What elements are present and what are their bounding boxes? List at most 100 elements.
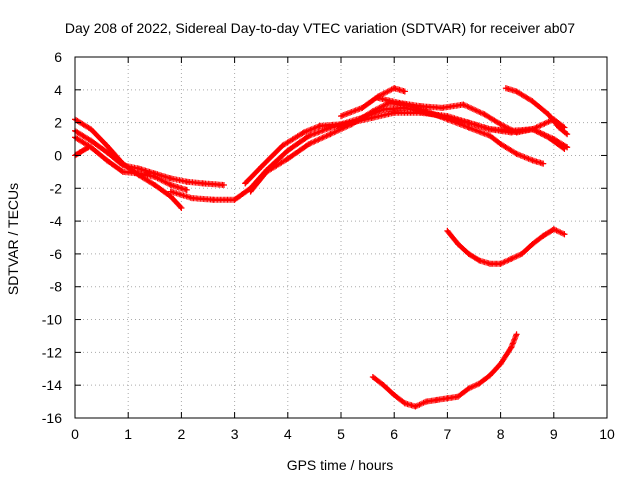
data-point bbox=[513, 129, 520, 136]
data-point bbox=[529, 157, 536, 164]
data-point bbox=[540, 160, 547, 167]
data-point bbox=[348, 121, 355, 128]
data-point bbox=[151, 181, 158, 188]
x-axis-label: GPS time / hours bbox=[287, 457, 394, 473]
data-point bbox=[465, 250, 472, 257]
data-point bbox=[476, 380, 483, 387]
data-point bbox=[497, 260, 504, 267]
data-point bbox=[540, 232, 547, 239]
data-point bbox=[178, 204, 185, 211]
data-point bbox=[476, 257, 483, 264]
data-point bbox=[183, 178, 190, 185]
series-track-11 bbox=[444, 226, 568, 267]
data-point bbox=[103, 149, 110, 156]
data-point bbox=[561, 145, 568, 152]
data-point bbox=[151, 173, 158, 180]
data-point bbox=[455, 241, 462, 248]
x-tick-label: 2 bbox=[178, 426, 186, 442]
x-tick-label: 7 bbox=[444, 426, 452, 442]
data-point bbox=[502, 85, 509, 92]
data-point bbox=[561, 231, 568, 238]
data-point bbox=[300, 129, 307, 136]
y-tick-label: -12 bbox=[42, 344, 62, 360]
data-point bbox=[497, 140, 504, 147]
data-point bbox=[103, 142, 110, 149]
data-point bbox=[465, 124, 472, 131]
y-tick-label: -16 bbox=[42, 410, 62, 426]
data-point bbox=[412, 403, 419, 410]
data-point bbox=[481, 111, 488, 118]
data-point bbox=[529, 98, 536, 105]
data-point bbox=[258, 163, 265, 170]
data-point bbox=[369, 373, 376, 380]
x-tick-label: 3 bbox=[231, 426, 239, 442]
y-axis-label: SDTVAR / TECUs bbox=[5, 183, 21, 295]
data-point bbox=[508, 344, 515, 351]
data-point bbox=[423, 398, 430, 405]
grid-lines bbox=[75, 57, 607, 418]
data-point bbox=[391, 85, 398, 92]
data-point bbox=[486, 132, 493, 139]
data-point bbox=[220, 181, 227, 188]
y-tick-label: -6 bbox=[50, 246, 63, 262]
data-point bbox=[508, 255, 515, 262]
x-tick-label: 0 bbox=[71, 426, 79, 442]
data-point bbox=[263, 168, 270, 175]
data-point bbox=[135, 170, 142, 177]
data-point bbox=[513, 88, 520, 95]
data-point bbox=[284, 147, 291, 154]
y-tick-label: 6 bbox=[54, 49, 62, 65]
data-point bbox=[556, 124, 563, 131]
data-point bbox=[417, 103, 424, 110]
data-point bbox=[401, 88, 408, 95]
data-point bbox=[497, 121, 504, 128]
chart-title: Day 208 of 2022, Sidereal Day-to-day VTE… bbox=[65, 20, 575, 36]
data-point bbox=[306, 132, 313, 139]
data-point bbox=[529, 126, 536, 133]
data-point bbox=[316, 122, 323, 129]
data-point bbox=[391, 392, 398, 399]
data-point bbox=[513, 331, 520, 338]
data-point bbox=[497, 360, 504, 367]
data-point bbox=[85, 144, 92, 151]
data-point bbox=[391, 109, 398, 116]
data-point bbox=[545, 111, 552, 118]
data-point bbox=[103, 157, 110, 164]
data-point bbox=[465, 385, 472, 392]
data-point bbox=[550, 226, 557, 233]
data-point bbox=[513, 150, 520, 157]
x-tick-label: 5 bbox=[337, 426, 345, 442]
data-point bbox=[369, 108, 376, 115]
data-point bbox=[401, 400, 408, 407]
data-point bbox=[439, 104, 446, 111]
y-tick-label: -2 bbox=[50, 180, 63, 196]
data-point bbox=[380, 382, 387, 389]
data-point bbox=[119, 168, 126, 175]
data-point bbox=[486, 372, 493, 379]
x-tick-label: 1 bbox=[124, 426, 132, 442]
data-point bbox=[433, 396, 440, 403]
data-point bbox=[455, 393, 462, 400]
data-point bbox=[231, 196, 238, 203]
data-point bbox=[183, 186, 190, 193]
x-tick-label: 10 bbox=[599, 426, 615, 442]
y-tick-label: 4 bbox=[54, 82, 62, 98]
data-point bbox=[529, 241, 536, 248]
data-point bbox=[87, 137, 94, 144]
data-point bbox=[486, 126, 493, 133]
data-point bbox=[359, 104, 366, 111]
data-point bbox=[167, 181, 174, 188]
data-point bbox=[545, 134, 552, 141]
data-point bbox=[375, 95, 382, 102]
data-point bbox=[327, 131, 334, 138]
data-point bbox=[247, 188, 254, 195]
y-tick-label: -4 bbox=[50, 213, 63, 229]
data-point bbox=[338, 113, 344, 120]
data-point bbox=[167, 188, 174, 195]
data-point bbox=[444, 395, 451, 402]
data-point bbox=[518, 250, 525, 257]
data-point bbox=[87, 126, 94, 133]
data-series bbox=[72, 85, 571, 410]
